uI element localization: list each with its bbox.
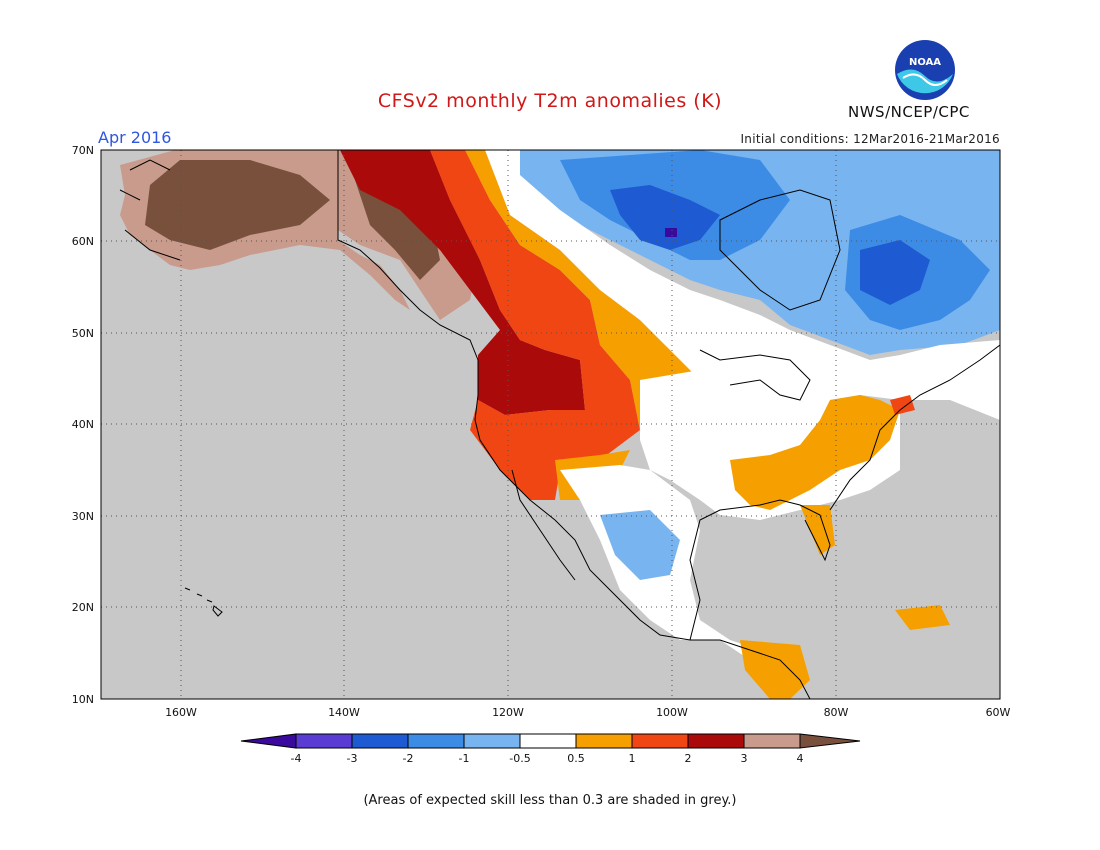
colorbar-swatch xyxy=(519,733,577,749)
colorbar-swatch xyxy=(351,733,409,749)
colorbar-labels: -4 -3 -2 -1 -0.5 0.5 1 2 3 4 xyxy=(291,752,804,765)
warm-band-red xyxy=(430,150,640,500)
colorbar-label: 3 xyxy=(741,752,748,765)
colorbar-swatch xyxy=(295,733,353,749)
colorbar-swatch-gt-4 xyxy=(799,733,861,749)
alaska-strong-warm xyxy=(145,160,330,250)
colorbar-swatch xyxy=(575,733,633,749)
agency-label: NWS/NCEP/CPC xyxy=(848,103,970,121)
map-frame xyxy=(100,149,1001,700)
caribbean-orange xyxy=(895,605,950,630)
colorbar-swatch xyxy=(687,733,745,749)
florida-orange xyxy=(800,505,835,555)
lat-label: 70N xyxy=(72,144,94,157)
lat-label: 10N xyxy=(72,693,94,706)
colorbar-label: -4 xyxy=(291,752,302,765)
canada-cool-strong xyxy=(610,185,720,250)
colorbar-swatch xyxy=(631,733,689,749)
lon-label: 100W xyxy=(656,706,688,719)
forecast-month: Apr 2016 xyxy=(98,128,172,147)
warm-band-darkred xyxy=(340,150,585,415)
noaa-logo-text: NOAA xyxy=(909,57,941,68)
lon-label: 80W xyxy=(824,706,849,719)
skill-footnote: (Areas of expected skill less than 0.3 a… xyxy=(363,793,737,808)
lon-label: 120W xyxy=(492,706,524,719)
lon-label: 60W xyxy=(986,706,1011,719)
baja-coast xyxy=(511,469,576,581)
colorbar-label: -1 xyxy=(459,752,470,765)
lat-label: 20N xyxy=(72,601,94,614)
colorbar-label: 4 xyxy=(797,752,804,765)
lon-label: 160W xyxy=(165,706,197,719)
lon-label: 140W xyxy=(328,706,360,719)
northeast-red xyxy=(890,395,915,415)
colorbar-swatch xyxy=(743,733,801,749)
near-normal-band xyxy=(485,150,1000,420)
noaa-logo: NOAA xyxy=(895,40,955,100)
central-america-orange xyxy=(740,640,810,699)
colorbar-swatch xyxy=(463,733,521,749)
colorbar-label: -0.5 xyxy=(509,752,530,765)
mexico-cool-light xyxy=(600,510,680,580)
lat-labels: 70N 60N 50N 40N 30N 20N 10N xyxy=(72,144,94,706)
colorbar-swatch-lt-4 xyxy=(240,733,297,749)
lat-label: 30N xyxy=(72,510,94,523)
colorbar-label: -3 xyxy=(347,752,358,765)
lat-label: 60N xyxy=(72,235,94,248)
colorbar-label: 0.5 xyxy=(567,752,585,765)
lat-label: 50N xyxy=(72,327,94,340)
colorbar-swatch xyxy=(407,733,465,749)
coldest-spot xyxy=(665,228,677,237)
hawaii xyxy=(184,587,223,617)
warm-band-orange xyxy=(465,150,700,430)
coastline xyxy=(119,150,1000,699)
colorbar xyxy=(240,733,861,749)
initial-conditions: Initial conditions: 12Mar2016-21Mar2016 xyxy=(740,132,1000,146)
colorbar-label: 1 xyxy=(629,752,636,765)
anomaly-map: 70N 60N 50N 40N 30N 20N 10N 160W 140W 12… xyxy=(72,144,1011,765)
chart-title: CFSv2 monthly T2m anomalies (K) xyxy=(377,90,723,112)
lon-labels: 160W 140W 120W 100W 80W 60W xyxy=(165,706,1010,719)
lat-label: 40N xyxy=(72,418,94,431)
colorbar-label: 2 xyxy=(685,752,692,765)
quebec-cool-strong xyxy=(860,240,930,305)
colorbar-label: -2 xyxy=(403,752,414,765)
southeast-orange xyxy=(730,395,900,510)
